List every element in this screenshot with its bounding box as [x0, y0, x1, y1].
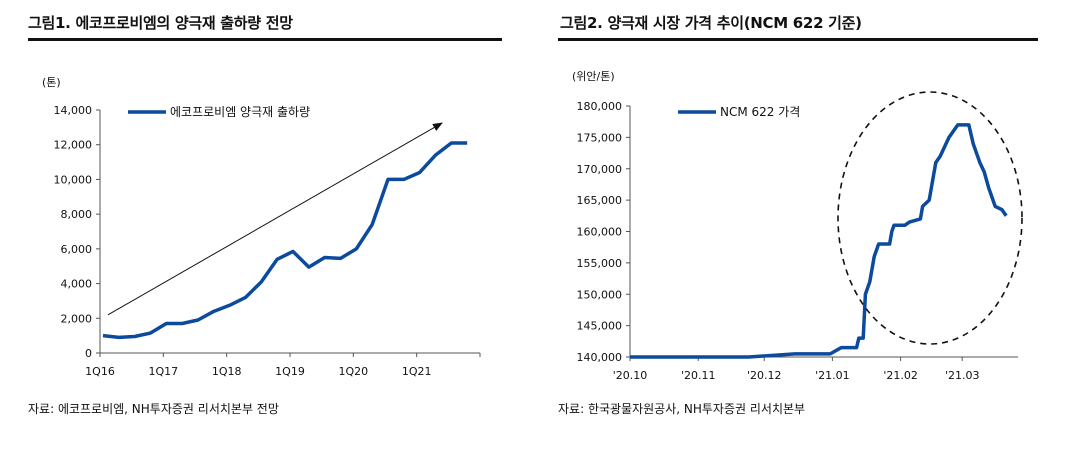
- figure2-x-tick-label: '20.10: [613, 369, 648, 382]
- figure2-series-line: [630, 123, 1008, 359]
- figure1-y-unit: (톤): [42, 76, 61, 89]
- figure1-y-tick-label: 10,000: [54, 173, 93, 186]
- figure2-x-tick-label: '20.12: [747, 369, 782, 382]
- figure2-y-unit: (위안/톤): [572, 70, 615, 83]
- figure1-x-tick-label: 1Q18: [212, 365, 242, 378]
- figure2-y-tick-label: 170,000: [577, 163, 623, 176]
- figure1-title-rule: [28, 38, 502, 41]
- figure2-y-tick-label: 150,000: [577, 288, 623, 301]
- figure1-y-tick-label: 12,000: [54, 139, 93, 152]
- figure1-x-tick-label: 1Q16: [85, 365, 115, 378]
- figure1-y-tick-label: 6,000: [61, 243, 93, 256]
- figure1-trend-arrow: [107, 122, 443, 316]
- figure2-x-tick-label: '20.11: [681, 369, 716, 382]
- figure2-source: 자료: 한국광물자원공사, NH투자증권 리서치본부: [558, 402, 806, 416]
- figure2-title-rule: [558, 38, 1038, 41]
- figure1-legend-label: 에코프로비엠 양극재 출하량: [170, 105, 310, 119]
- figure1-y-tick-label: 14,000: [54, 104, 93, 117]
- figure1-source: 자료: 에코프로비엠, NH투자증권 리서치본부 전망: [28, 402, 279, 416]
- figure1-y-tick-label: 8,000: [61, 208, 93, 221]
- figure2-y-tick-label: 145,000: [577, 320, 623, 333]
- figure1-x-tick-label: 1Q17: [149, 365, 179, 378]
- figure2-y-tick-label: 175,000: [577, 131, 623, 144]
- figure2-legend-label: NCM 622 가격: [720, 105, 800, 119]
- figure1-title: 그림1. 에코프로비엠의 양극재 출하량 전망: [28, 14, 293, 32]
- figure2-title: 그림2. 양극재 시장 가격 추이(NCM 622 기준): [560, 14, 862, 32]
- figure2-highlight-ellipse: [837, 91, 1023, 345]
- figure1-x-tick-label: 1Q20: [339, 365, 369, 378]
- figure2-x-tick-label: '21.01: [815, 369, 850, 382]
- figure2-y-tick-label: 155,000: [577, 257, 623, 270]
- figure1-y-tick-label: 0: [85, 347, 92, 360]
- figure1-y-tick-label: 2,000: [61, 312, 93, 325]
- figure2-y-tick-label: 140,000: [577, 351, 623, 364]
- figure1-series-line: [102, 141, 468, 340]
- figure1-x-tick-label: 1Q19: [275, 365, 305, 378]
- figure2-y-tick-label: 165,000: [577, 194, 623, 207]
- figure2-x-tick-label: '21.02: [883, 369, 918, 382]
- figure2-y-tick-label: 180,000: [577, 100, 623, 113]
- figure1-y-tick-label: 4,000: [61, 278, 93, 291]
- figure2-y-tick-label: 160,000: [577, 226, 623, 239]
- figure1-x-tick-label: 1Q21: [402, 365, 432, 378]
- figure2-x-tick-label: '21.03: [945, 369, 980, 382]
